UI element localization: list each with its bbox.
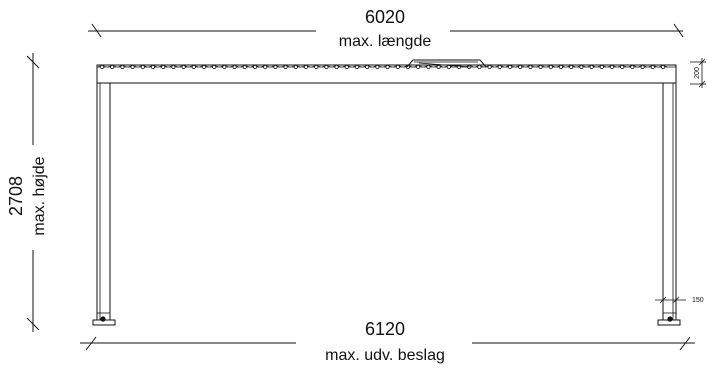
left-post (92, 83, 116, 326)
louvre-pivot (610, 65, 614, 69)
height-dimension-label: max. højde (31, 156, 48, 235)
louvre-pivot (395, 65, 400, 69)
top-dimension-right-tick (673, 23, 684, 38)
louvre-pivot (518, 65, 523, 69)
roof-beam (96, 59, 677, 84)
louvre-pivot (416, 65, 421, 69)
height-dimension-value: 2708 (6, 176, 26, 216)
louvre-pivot (242, 65, 247, 69)
louvre-pivot (253, 65, 257, 69)
louvre-pivot (181, 65, 186, 69)
louvre-pivot (436, 65, 441, 69)
louvre-pivot (222, 65, 227, 69)
louvre-pivot (548, 65, 553, 69)
louvre-pivot (263, 65, 268, 69)
beam-height-value: 200 (694, 67, 701, 79)
bottom-dimension-right-tick (679, 336, 691, 351)
louvre-pivot (100, 65, 104, 69)
right-post-bolt (667, 316, 673, 322)
louvre-pivot (446, 65, 451, 69)
louvre-pivot (120, 65, 125, 69)
louvre-pivots (100, 65, 665, 69)
height-dimension-bottom-tick (26, 317, 40, 331)
louvre-pivot (599, 65, 604, 69)
louvre-pivot (232, 65, 237, 69)
louvre-pivot (508, 65, 512, 69)
top-dimension-left-tick (91, 23, 102, 38)
louvre-pivot (375, 65, 380, 69)
louvre-pivot (314, 65, 319, 69)
louvre-pivot (477, 65, 482, 69)
louvre-pivot (161, 65, 166, 69)
louvre-pivot (385, 65, 390, 69)
top-dimension: 6020 max. længde (88, 7, 684, 50)
louvre-pivot (630, 65, 635, 69)
louvre-pivot (569, 65, 574, 69)
louvre-pivot (487, 65, 492, 69)
bottom-dimension-left-tick (85, 336, 97, 351)
louvre-pivot (140, 65, 145, 69)
louvre-pivot (497, 65, 502, 69)
louvre-pivot (426, 65, 431, 69)
louvre-pivot (650, 65, 655, 69)
louvre-pivot (130, 65, 135, 69)
louvre-pivot (304, 65, 308, 69)
louvre-pivot (559, 65, 563, 69)
louvre-pivot (324, 65, 329, 69)
top-dimension-label: max. længde (339, 33, 432, 50)
louvre-pivot (151, 65, 155, 69)
louvre-pivot (661, 65, 665, 69)
louvre-pivot (334, 65, 339, 69)
louvre-pivot (273, 65, 278, 69)
motor-housing (406, 59, 487, 68)
post-width-value: 150 (692, 297, 704, 304)
louvre-pivot (110, 65, 115, 69)
louvre-pivot (589, 65, 594, 69)
bottom-dimension: 6120 max. udv. beslag (80, 319, 695, 364)
louvre-pivot (344, 65, 349, 69)
louvre-pivot (212, 65, 217, 69)
top-dimension-value: 6020 (365, 7, 405, 27)
bottom-dimension-label: max. udv. beslag (325, 347, 445, 364)
beam-height-dimension: 200 (690, 58, 706, 88)
louvre-pivot (528, 65, 533, 69)
bottom-dimension-value: 6120 (365, 319, 405, 339)
louvre-pivot (355, 65, 359, 69)
height-dimension: 2708 max. højde (6, 53, 48, 332)
louvre-pivot (171, 65, 176, 69)
louvre-pivot (640, 65, 645, 69)
louvre-pivot (365, 65, 370, 69)
louvre-pivot (579, 65, 584, 69)
louvre-pivot (538, 65, 543, 69)
post-width-dimension: 150 (655, 296, 704, 305)
louvre-pivot (191, 65, 196, 69)
left-post-bolt (100, 316, 106, 322)
right-post (657, 83, 681, 326)
louvre-pivot (202, 65, 206, 69)
louvre-pivot (620, 65, 625, 69)
louvre-pivot (293, 65, 298, 69)
louvre-pivot (283, 65, 288, 69)
height-dimension-top-tick (26, 55, 40, 69)
